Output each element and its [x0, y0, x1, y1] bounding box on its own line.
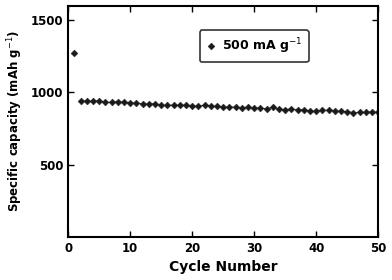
- 500 mA g$^{-1}$: [339, 109, 343, 113]
- 500 mA g$^{-1}$: [301, 108, 306, 111]
- 500 mA g$^{-1}$: [221, 106, 225, 109]
- 500 mA g$^{-1}$: [370, 110, 374, 113]
- 500 mA g$^{-1}$: [215, 105, 220, 108]
- 500 mA g$^{-1}$: [103, 101, 108, 104]
- 500 mA g$^{-1}$: [258, 106, 263, 110]
- 500 mA g$^{-1}$: [295, 109, 300, 112]
- 500 mA g$^{-1}$: [165, 104, 170, 107]
- 500 mA g$^{-1}$: [277, 107, 281, 110]
- 500 mA g$^{-1}$: [190, 104, 194, 108]
- 500 mA g$^{-1}$: [240, 106, 244, 110]
- 500 mA g$^{-1}$: [246, 106, 250, 109]
- X-axis label: Cycle Number: Cycle Number: [169, 260, 278, 274]
- 500 mA g$^{-1}$: [252, 106, 257, 110]
- 500 mA g$^{-1}$: [91, 99, 95, 103]
- 500 mA g$^{-1}$: [122, 101, 126, 104]
- 500 mA g$^{-1}$: [159, 104, 163, 107]
- 500 mA g$^{-1}$: [134, 101, 139, 104]
- 500 mA g$^{-1}$: [152, 102, 157, 106]
- 500 mA g$^{-1}$: [357, 111, 362, 114]
- 500 mA g$^{-1}$: [264, 107, 269, 110]
- 500 mA g$^{-1}$: [270, 106, 275, 109]
- 500 mA g$^{-1}$: [97, 99, 102, 102]
- 500 mA g$^{-1}$: [332, 109, 337, 113]
- 500 mA g$^{-1}$: [178, 104, 182, 107]
- 500 mA g$^{-1}$: [202, 103, 207, 107]
- 500 mA g$^{-1}$: [109, 101, 114, 104]
- 500 mA g$^{-1}$: [314, 109, 319, 113]
- 500 mA g$^{-1}$: [351, 111, 356, 114]
- 500 mA g$^{-1}$: [78, 99, 83, 102]
- 500 mA g$^{-1}$: [84, 100, 89, 103]
- 500 mA g$^{-1}$: [128, 102, 132, 105]
- 500 mA g$^{-1}$: [326, 109, 331, 112]
- Line: 500 mA g$^{-1}$: 500 mA g$^{-1}$: [78, 98, 381, 115]
- 500 mA g$^{-1}$: [196, 105, 201, 108]
- 500 mA g$^{-1}$: [147, 102, 151, 106]
- 500 mA g$^{-1}$: [171, 103, 176, 107]
- 500 mA g$^{-1}$: [227, 106, 232, 109]
- 500 mA g$^{-1}$: [184, 103, 189, 107]
- 500 mA g$^{-1}$: [308, 109, 312, 113]
- 500 mA g$^{-1}$: [376, 111, 381, 114]
- 500 mA g$^{-1}$: [320, 109, 325, 112]
- Legend: 500 mA g$^{-1}$: 500 mA g$^{-1}$: [200, 30, 309, 62]
- 500 mA g$^{-1}$: [209, 104, 213, 108]
- 500 mA g$^{-1}$: [363, 111, 368, 114]
- 500 mA g$^{-1}$: [140, 102, 145, 105]
- 500 mA g$^{-1}$: [233, 105, 238, 109]
- Y-axis label: Specific capacity (mAh g$^{-1}$): Specific capacity (mAh g$^{-1}$): [5, 30, 25, 212]
- 500 mA g$^{-1}$: [116, 100, 120, 103]
- 500 mA g$^{-1}$: [345, 110, 350, 113]
- 500 mA g$^{-1}$: [289, 107, 294, 110]
- 500 mA g$^{-1}$: [283, 108, 288, 111]
